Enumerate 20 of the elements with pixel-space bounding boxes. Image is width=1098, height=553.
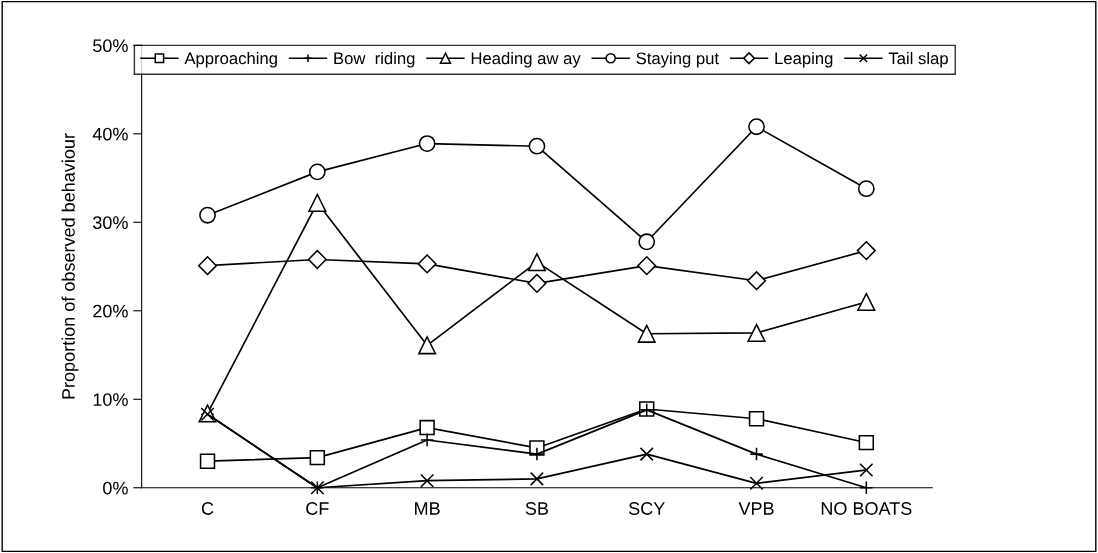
y-tick-label: 0% [103,481,128,495]
y-tick-label: 20% [93,304,128,318]
x-tick-label: CF [306,502,329,515]
x-tick-label: NO BOATS [821,502,912,515]
x-tick-label: C [201,502,214,515]
x-tick-label: SCY [628,502,665,515]
legend-label: Approaching [184,52,277,68]
x-tick-label: MB [415,502,440,515]
x-tick-label: SB [525,502,549,515]
legend-label: Bow riding [334,52,415,68]
x-tick-label: VPB [738,502,774,515]
y-tick-label: 30% [93,216,128,230]
legend-label: Tail slap [888,52,948,68]
y-axis-title: Proportion of observed behaviour [61,133,79,399]
legend-label: Heading aw ay [471,52,581,68]
legend-label: Leaping [775,52,833,68]
y-tick-label: 40% [92,127,128,141]
y-tick-label: 50% [93,39,128,53]
y-tick-label: 10% [93,393,128,406]
legend-label: Staying put [636,52,719,68]
